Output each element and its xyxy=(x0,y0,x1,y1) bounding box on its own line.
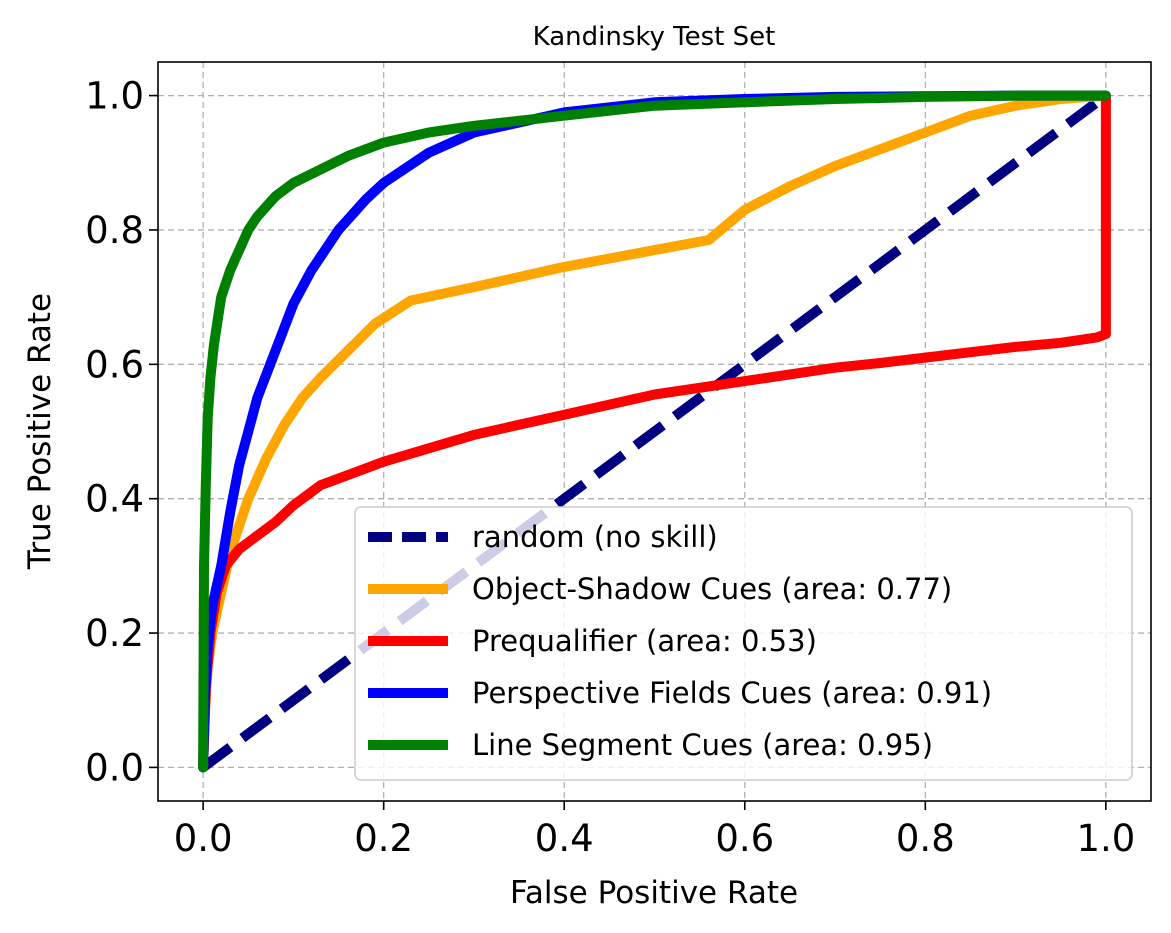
y-tick-label: 0.6 xyxy=(85,343,144,386)
series-layer xyxy=(198,90,1111,773)
y-tick-label: 0.4 xyxy=(85,478,144,521)
series-line-random-no-skill xyxy=(200,91,1109,772)
y-tick-label: 0.0 xyxy=(85,746,144,789)
y-tick-label: 1.0 xyxy=(85,75,144,118)
legend-label: Line Segment Cues (area: 0.95) xyxy=(472,728,933,762)
y-tick-label: 0.2 xyxy=(85,612,144,655)
series-line-prequalifier-area-0-53 xyxy=(198,90,1111,773)
legend-label: Prequalifier (area: 0.53) xyxy=(472,624,817,658)
chart-title: Kandinsky Test Set xyxy=(533,22,776,52)
x-tick-label: 0.8 xyxy=(896,817,955,860)
legend-box xyxy=(354,506,1133,781)
x-tick-label: 1.0 xyxy=(1076,817,1135,860)
y-ticks: 0.0 0.2 0.4 0.6 0.8 1.0 xyxy=(85,75,158,789)
x-tick-label: 0.2 xyxy=(354,817,413,860)
series-line-line-segment-cues-area-0-95 xyxy=(198,90,1111,773)
x-ticks: 0.0 0.2 0.4 0.6 0.8 1.0 xyxy=(174,801,1135,860)
legend-label: Perspective Fields Cues (area: 0.91) xyxy=(472,676,992,710)
legend-label: random (no skill) xyxy=(472,520,718,554)
y-axis-label: True Positive Rate xyxy=(22,293,58,570)
legend: random (no skill) Object-Shadow Cues (are… xyxy=(354,506,1133,781)
x-tick-label: 0.0 xyxy=(174,817,233,860)
x-tick-label: 0.4 xyxy=(535,817,594,860)
plot-frame xyxy=(157,61,1152,802)
x-tick-label: 0.6 xyxy=(715,817,774,860)
x-axis-label: False Positive Rate xyxy=(510,875,798,911)
y-tick-label: 0.8 xyxy=(85,209,144,252)
legend-label: Object-Shadow Cues (area: 0.77) xyxy=(472,572,952,606)
